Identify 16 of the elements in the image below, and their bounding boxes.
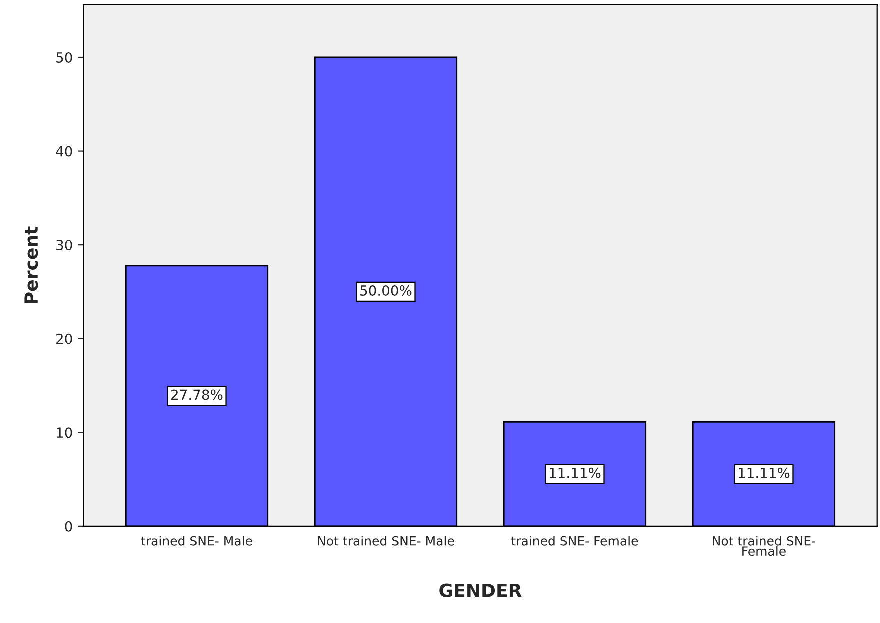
- y-tick-label: 20: [56, 334, 72, 344]
- y-tick-label: 10: [57, 428, 72, 438]
- y-axis-title: Percent: [24, 226, 38, 304]
- y-tick-label: 40: [56, 146, 72, 157]
- data-label: 50.00%: [360, 285, 412, 296]
- x-axis-title: GENDER: [440, 584, 522, 598]
- data-label: 27.78%: [172, 390, 223, 400]
- y-tick-label: 50: [56, 52, 72, 63]
- data-label: 11.11%: [739, 468, 790, 478]
- y-tick-label: 0: [65, 521, 72, 532]
- x-tick-label: Not trained SNE- Male: [318, 536, 454, 546]
- y-tick-label: 30: [56, 240, 72, 251]
- data-label: 11.11%: [550, 468, 601, 478]
- x-tick-label: trained SNE- Female: [512, 536, 638, 546]
- x-tick-label: trained SNE- Male: [141, 536, 252, 546]
- x-tick-label: Not trained SNE- Female: [713, 536, 816, 556]
